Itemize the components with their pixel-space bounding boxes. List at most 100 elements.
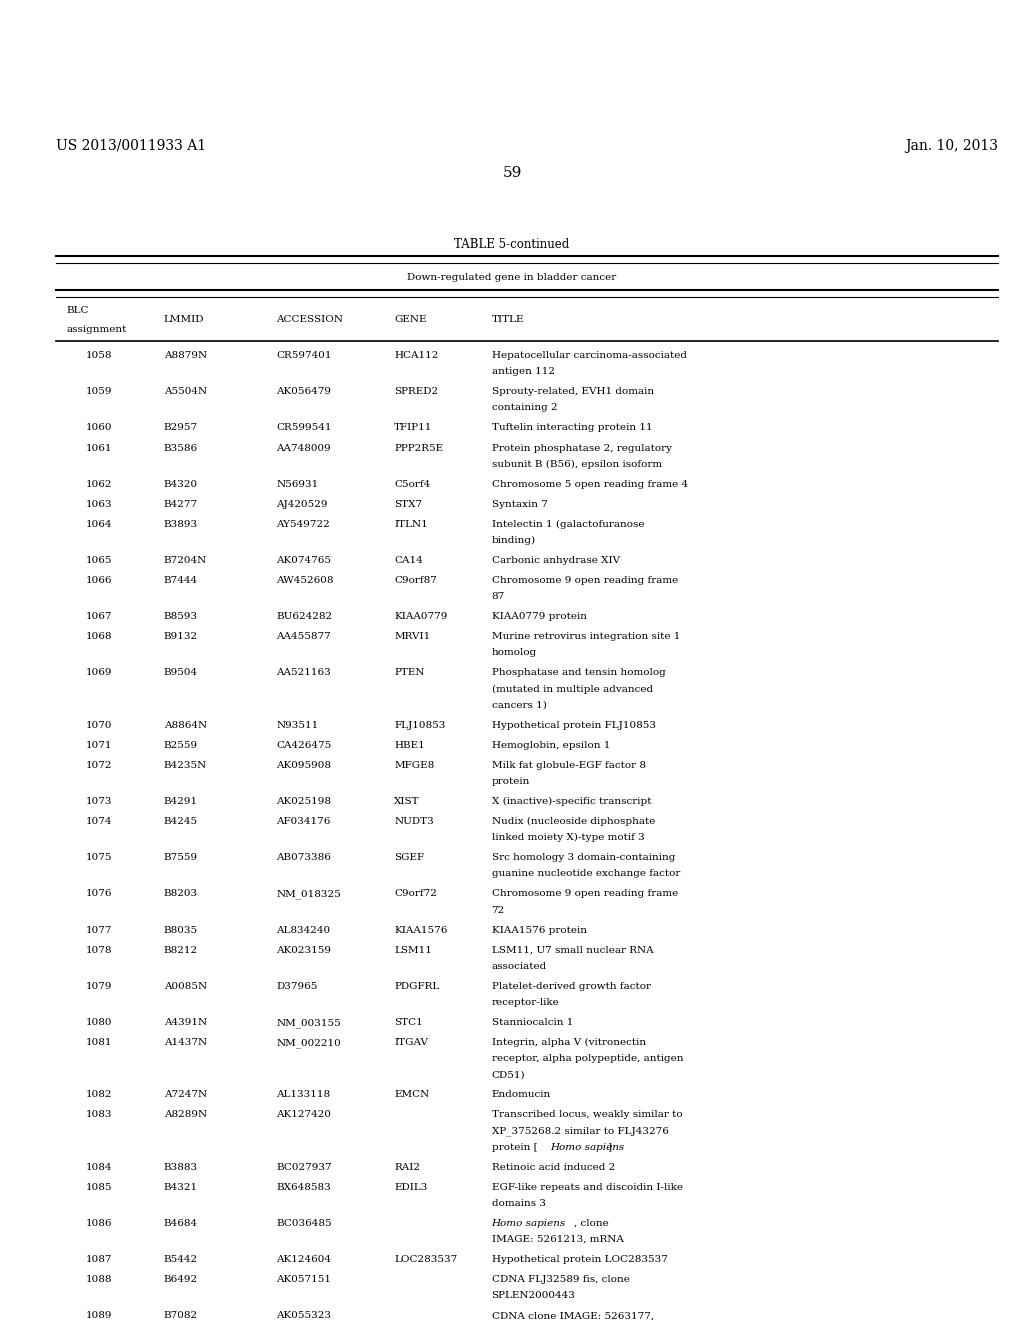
Text: 1075: 1075 (86, 853, 113, 862)
Text: B4291: B4291 (164, 797, 198, 807)
Text: B3586: B3586 (164, 444, 198, 453)
Text: 1074: 1074 (86, 817, 113, 826)
Text: A8879N: A8879N (164, 351, 207, 360)
Text: domains 3: domains 3 (492, 1199, 546, 1208)
Text: AK023159: AK023159 (276, 945, 332, 954)
Text: IMAGE: 5261213, mRNA: IMAGE: 5261213, mRNA (492, 1236, 624, 1243)
Text: homolog: homolog (492, 648, 537, 657)
Text: Sprouty-related, EVH1 domain: Sprouty-related, EVH1 domain (492, 387, 653, 396)
Text: 1076: 1076 (86, 890, 113, 899)
Text: AK124604: AK124604 (276, 1255, 332, 1265)
Text: MFGE8: MFGE8 (394, 760, 434, 770)
Text: AW452608: AW452608 (276, 576, 334, 585)
Text: Hepatocellular carcinoma-associated: Hepatocellular carcinoma-associated (492, 351, 686, 360)
Text: A0085N: A0085N (164, 982, 207, 991)
Text: BLC: BLC (67, 306, 89, 315)
Text: HBE1: HBE1 (394, 741, 425, 750)
Text: 1089: 1089 (86, 1311, 113, 1320)
Text: KIAA0779: KIAA0779 (394, 612, 447, 622)
Text: 1066: 1066 (86, 576, 113, 585)
Text: Jan. 10, 2013: Jan. 10, 2013 (905, 139, 998, 153)
Text: CDNA clone IMAGE: 5263177,: CDNA clone IMAGE: 5263177, (492, 1311, 653, 1320)
Text: SPRED2: SPRED2 (394, 387, 438, 396)
Text: B7444: B7444 (164, 576, 198, 585)
Text: 1067: 1067 (86, 612, 113, 622)
Text: 1068: 1068 (86, 632, 113, 642)
Text: B7082: B7082 (164, 1311, 198, 1320)
Text: XP_375268.2 similar to FLJ43276: XP_375268.2 similar to FLJ43276 (492, 1126, 669, 1137)
Text: Homo sapiens: Homo sapiens (492, 1218, 566, 1228)
Text: BC036485: BC036485 (276, 1218, 332, 1228)
Text: B2559: B2559 (164, 741, 198, 750)
Text: CA14: CA14 (394, 556, 423, 565)
Text: B4684: B4684 (164, 1218, 198, 1228)
Text: B8212: B8212 (164, 945, 198, 954)
Text: B7204N: B7204N (164, 556, 207, 565)
Text: , clone: , clone (574, 1218, 609, 1228)
Text: CDNA FLJ32589 fis, clone: CDNA FLJ32589 fis, clone (492, 1275, 630, 1284)
Text: EMCN: EMCN (394, 1090, 429, 1100)
Text: binding): binding) (492, 536, 536, 545)
Text: B5442: B5442 (164, 1255, 198, 1265)
Text: Src homology 3 domain-containing: Src homology 3 domain-containing (492, 853, 675, 862)
Text: A8864N: A8864N (164, 721, 207, 730)
Text: NM_003155: NM_003155 (276, 1018, 341, 1028)
Text: CR597401: CR597401 (276, 351, 332, 360)
Text: 1083: 1083 (86, 1110, 113, 1119)
Text: 1087: 1087 (86, 1255, 113, 1265)
Text: A5504N: A5504N (164, 387, 207, 396)
Text: protein [: protein [ (492, 1143, 538, 1151)
Text: protein: protein (492, 777, 529, 785)
Text: Transcribed locus, weakly similar to: Transcribed locus, weakly similar to (492, 1110, 682, 1119)
Text: 1061: 1061 (86, 444, 113, 453)
Text: B4235N: B4235N (164, 760, 207, 770)
Text: B3883: B3883 (164, 1163, 198, 1172)
Text: containing 2: containing 2 (492, 404, 557, 412)
Text: AK057151: AK057151 (276, 1275, 332, 1284)
Text: B3893: B3893 (164, 520, 198, 529)
Text: Chromosome 9 open reading frame: Chromosome 9 open reading frame (492, 576, 678, 585)
Text: B8593: B8593 (164, 612, 198, 622)
Text: X (inactive)-specific transcript: X (inactive)-specific transcript (492, 797, 651, 807)
Text: RAI2: RAI2 (394, 1163, 420, 1172)
Text: guanine nucleotide exchange factor: guanine nucleotide exchange factor (492, 870, 680, 878)
Text: CD51): CD51) (492, 1071, 525, 1080)
Text: B4277: B4277 (164, 500, 198, 508)
Text: KIAA1576: KIAA1576 (394, 925, 447, 935)
Text: Down-regulated gene in bladder cancer: Down-regulated gene in bladder cancer (408, 273, 616, 282)
Text: 1080: 1080 (86, 1018, 113, 1027)
Text: LOC283537: LOC283537 (394, 1255, 458, 1265)
Text: 1063: 1063 (86, 500, 113, 508)
Text: STX7: STX7 (394, 500, 422, 508)
Text: Stanniocalcin 1: Stanniocalcin 1 (492, 1018, 572, 1027)
Text: (mutated in multiple advanced: (mutated in multiple advanced (492, 685, 652, 694)
Text: 1059: 1059 (86, 387, 113, 396)
Text: B4320: B4320 (164, 479, 198, 488)
Text: 1084: 1084 (86, 1163, 113, 1172)
Text: Protein phosphatase 2, regulatory: Protein phosphatase 2, regulatory (492, 444, 672, 453)
Text: 1085: 1085 (86, 1183, 113, 1192)
Text: 1078: 1078 (86, 945, 113, 954)
Text: B4245: B4245 (164, 817, 198, 826)
Text: D37965: D37965 (276, 982, 317, 991)
Text: AA521163: AA521163 (276, 668, 331, 677)
Text: antigen 112: antigen 112 (492, 367, 555, 376)
Text: LMMID: LMMID (164, 315, 205, 325)
Text: 1062: 1062 (86, 479, 113, 488)
Text: 1070: 1070 (86, 721, 113, 730)
Text: Chromosome 9 open reading frame: Chromosome 9 open reading frame (492, 890, 678, 899)
Text: PDGFRL: PDGFRL (394, 982, 439, 991)
Text: AK055323: AK055323 (276, 1311, 332, 1320)
Text: 1071: 1071 (86, 741, 113, 750)
Text: Syntaxin 7: Syntaxin 7 (492, 500, 548, 508)
Text: US 2013/0011933 A1: US 2013/0011933 A1 (56, 139, 207, 153)
Text: AK025198: AK025198 (276, 797, 332, 807)
Text: 1081: 1081 (86, 1038, 113, 1047)
Text: C9orf87: C9orf87 (394, 576, 437, 585)
Text: AY549722: AY549722 (276, 520, 330, 529)
Text: Endomucin: Endomucin (492, 1090, 551, 1100)
Text: A1437N: A1437N (164, 1038, 207, 1047)
Text: CA426475: CA426475 (276, 741, 332, 750)
Text: 1079: 1079 (86, 982, 113, 991)
Text: AK074765: AK074765 (276, 556, 332, 565)
